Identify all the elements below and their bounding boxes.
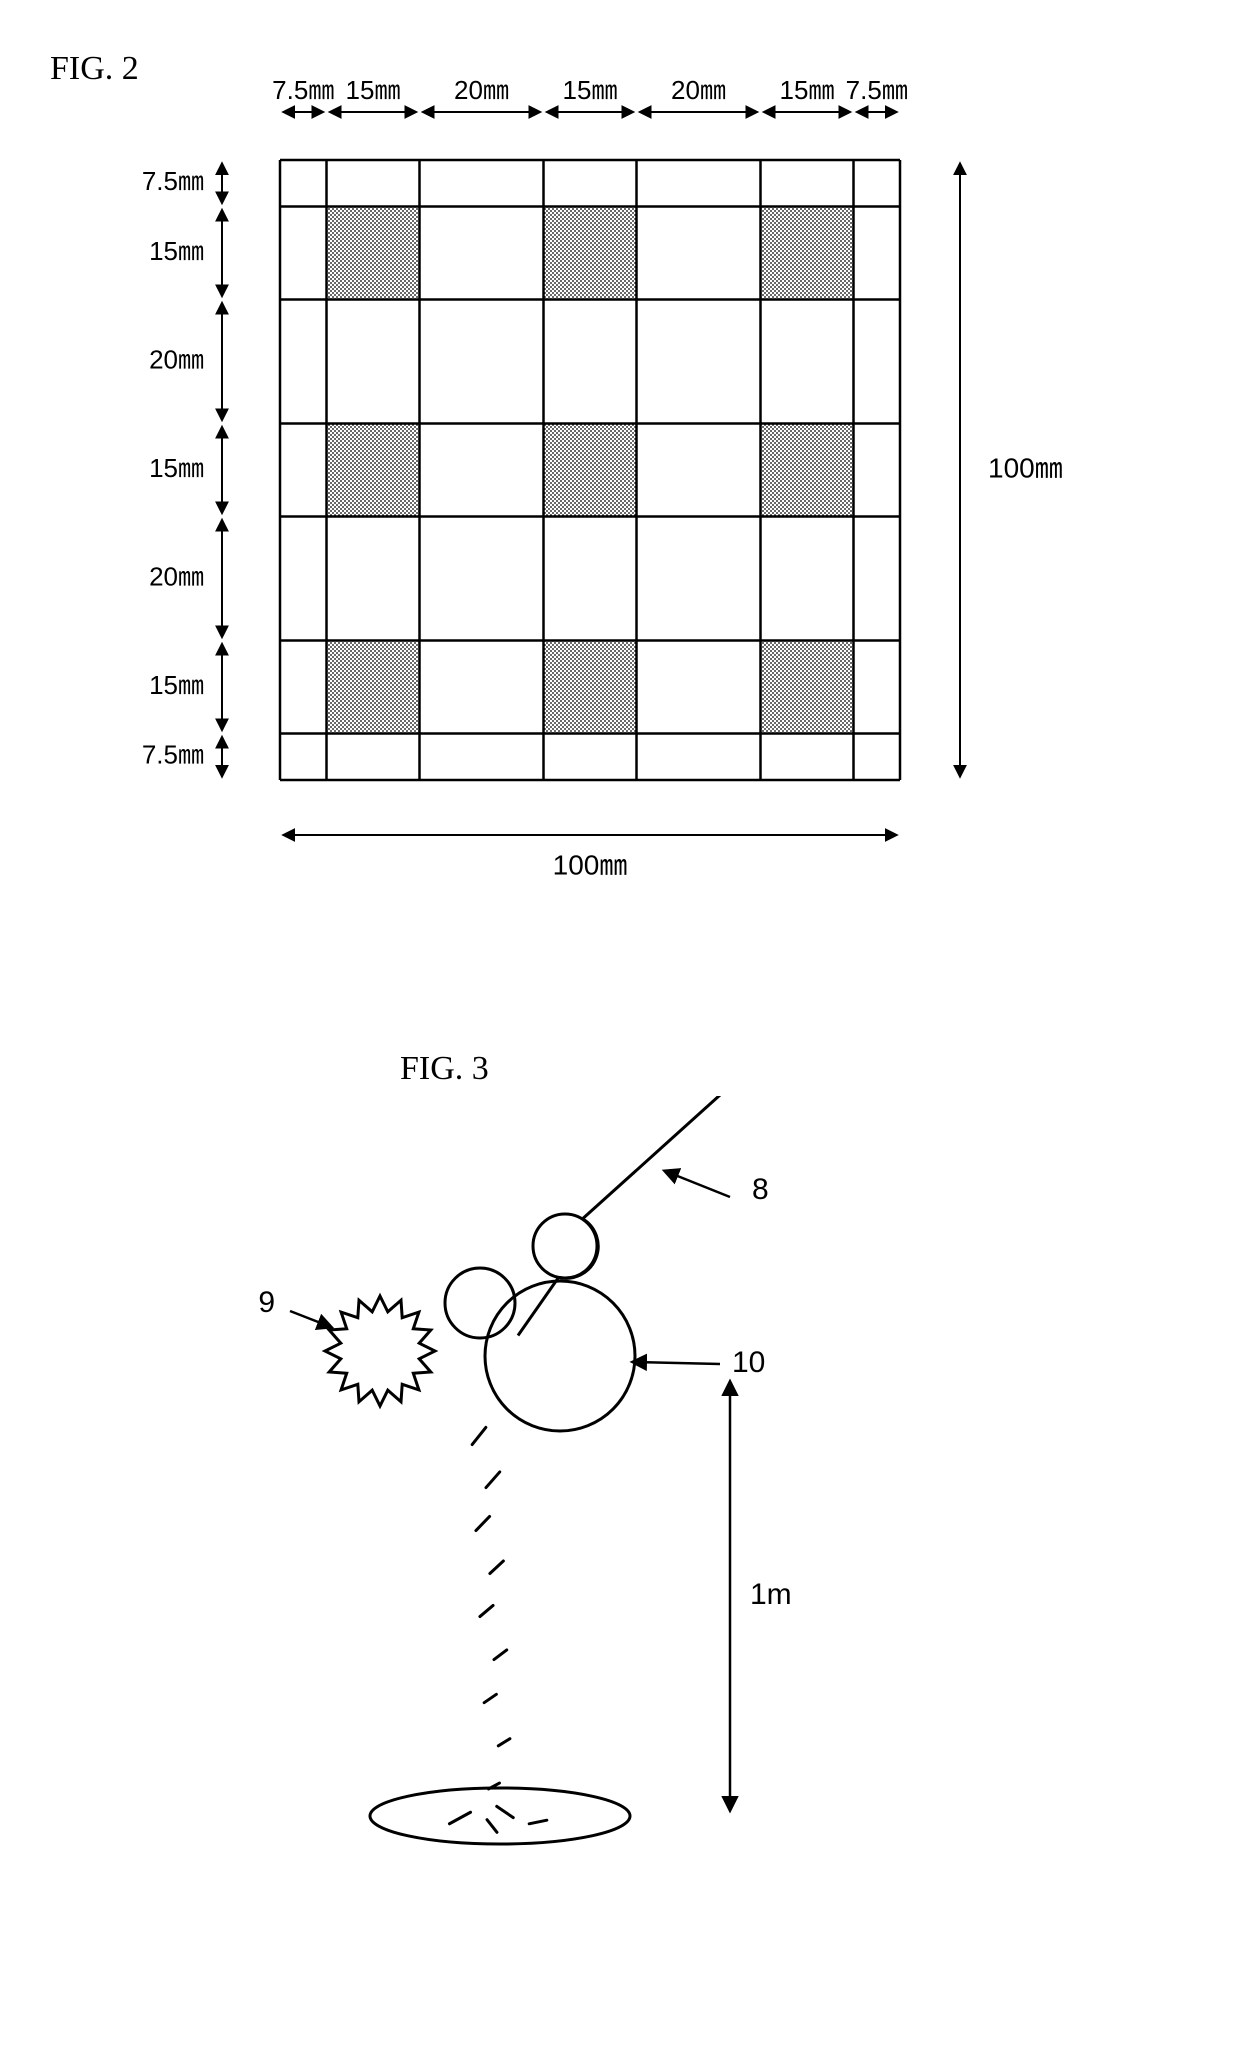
svg-text:9: 9 [258, 1286, 275, 1319]
svg-text:20㎜: 20㎜ [454, 75, 509, 105]
svg-text:8: 8 [752, 1173, 769, 1206]
svg-text:15㎜: 15㎜ [780, 75, 835, 105]
figure-2: FIG. 2 7.5㎜ 15㎜ 20㎜ 15㎜ 20㎜ 15㎜ 7.5㎜ 7.5㎜ 15㎜ 20㎜… [20, 40, 1220, 970]
svg-text:15㎜: 15㎜ [563, 75, 618, 105]
svg-text:7.5㎜: 7.5㎜ [142, 740, 204, 770]
svg-text:20㎜: 20㎜ [671, 75, 726, 105]
fig2-diagram: 7.5㎜ 15㎜ 20㎜ 15㎜ 20㎜ 15㎜ 7.5㎜ 7.5㎜ 15㎜ 20㎜ 15㎜ 20㎜ 1… [20, 40, 1120, 970]
svg-text:7.5㎜: 7.5㎜ [846, 75, 908, 105]
svg-text:20㎜: 20㎜ [149, 561, 204, 591]
svg-text:15㎜: 15㎜ [149, 236, 204, 266]
fig3-diagram: 8 9 10 1m [220, 1096, 1020, 1896]
svg-text:7.5㎜: 7.5㎜ [272, 75, 334, 105]
svg-text:7.5㎜: 7.5㎜ [142, 166, 204, 196]
svg-text:15㎜: 15㎜ [149, 670, 204, 700]
svg-text:100㎜: 100㎜ [988, 452, 1063, 483]
svg-text:100㎜: 100㎜ [553, 849, 628, 880]
fig3-label: FIG. 3 [400, 1050, 1020, 1088]
svg-text:10: 10 [732, 1346, 765, 1379]
svg-text:20㎜: 20㎜ [149, 344, 204, 374]
svg-text:1m: 1m [750, 1578, 792, 1611]
figure-3: FIG. 3 8 9 10 1m [220, 1050, 1020, 1896]
svg-text:15㎜: 15㎜ [346, 75, 401, 105]
svg-text:15㎜: 15㎜ [149, 453, 204, 483]
fig2-label: FIG. 2 [50, 50, 139, 88]
